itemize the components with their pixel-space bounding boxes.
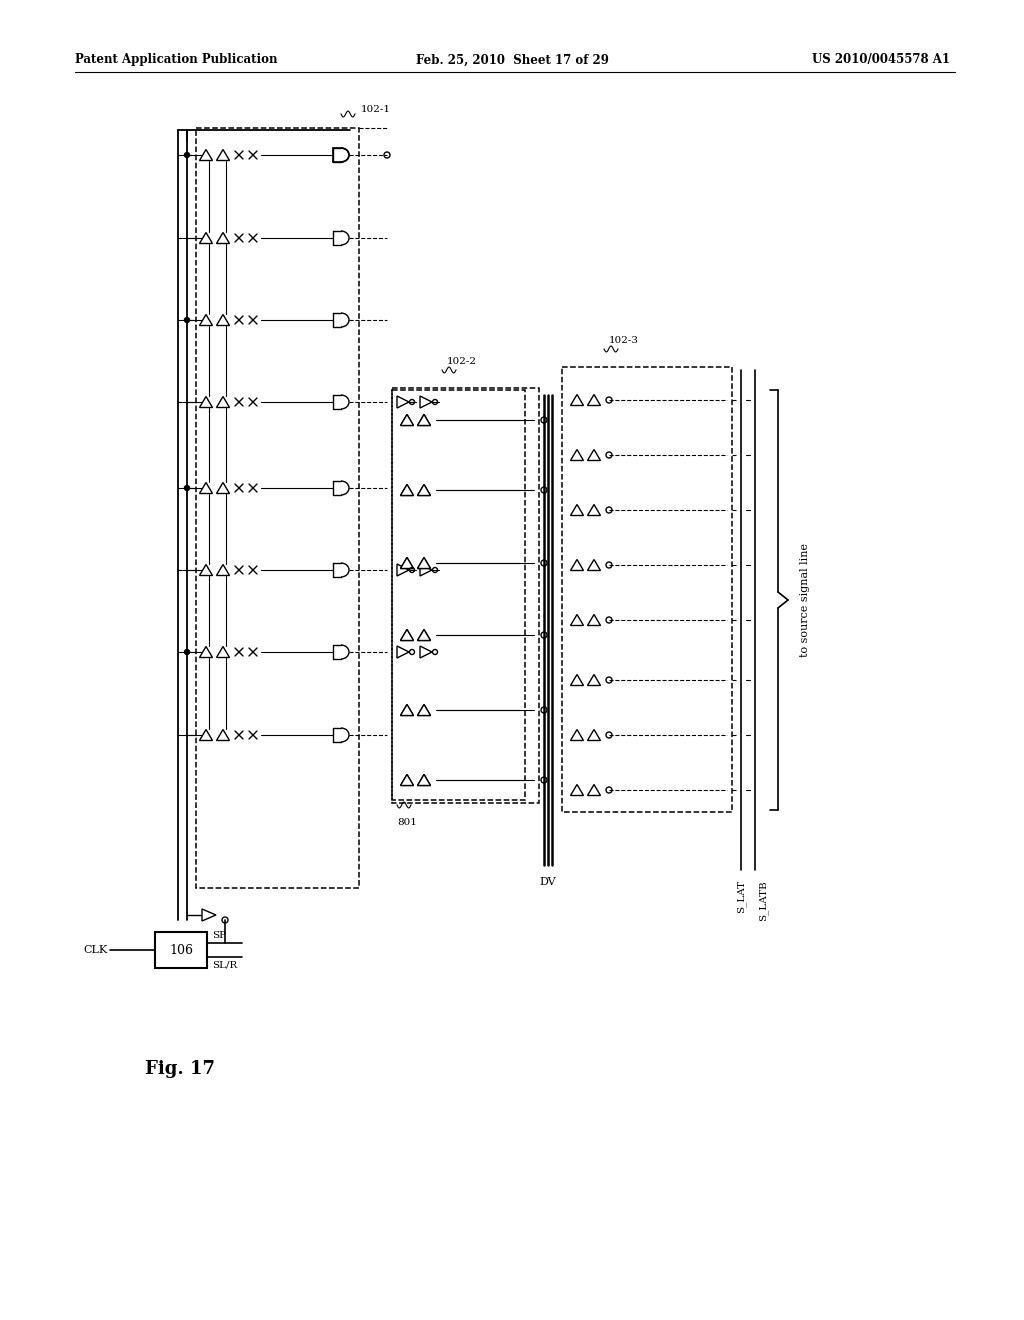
Polygon shape — [400, 775, 414, 785]
Polygon shape — [216, 730, 229, 741]
Polygon shape — [400, 414, 414, 425]
Polygon shape — [400, 630, 414, 640]
Polygon shape — [400, 705, 414, 715]
Polygon shape — [200, 483, 213, 494]
Circle shape — [184, 318, 189, 322]
Polygon shape — [588, 615, 600, 626]
Polygon shape — [200, 232, 213, 243]
Polygon shape — [202, 909, 216, 921]
Polygon shape — [216, 483, 229, 494]
Polygon shape — [200, 314, 213, 326]
Polygon shape — [397, 645, 409, 657]
Text: 102-3: 102-3 — [609, 337, 639, 345]
Circle shape — [184, 649, 189, 655]
Polygon shape — [400, 557, 414, 569]
Text: 102-2: 102-2 — [447, 356, 477, 366]
Bar — [196, 128, 359, 888]
Bar — [562, 367, 732, 812]
Text: US 2010/0045578 A1: US 2010/0045578 A1 — [812, 54, 950, 66]
Polygon shape — [588, 450, 600, 461]
Polygon shape — [418, 484, 430, 495]
Polygon shape — [400, 705, 414, 715]
Text: S_LAT: S_LAT — [736, 880, 745, 913]
Text: CLK: CLK — [84, 945, 108, 954]
Text: 106: 106 — [169, 944, 193, 957]
Polygon shape — [216, 232, 229, 243]
Text: to source signal line: to source signal line — [800, 543, 810, 657]
Circle shape — [184, 486, 189, 491]
Polygon shape — [588, 560, 600, 570]
Polygon shape — [200, 647, 213, 657]
Polygon shape — [570, 730, 584, 741]
Polygon shape — [397, 396, 409, 408]
Polygon shape — [570, 504, 584, 516]
Polygon shape — [200, 730, 213, 741]
Text: Feb. 25, 2010  Sheet 17 of 29: Feb. 25, 2010 Sheet 17 of 29 — [416, 54, 608, 66]
Text: DV: DV — [540, 876, 556, 887]
Polygon shape — [570, 615, 584, 626]
Polygon shape — [570, 784, 584, 796]
Circle shape — [184, 153, 189, 157]
Polygon shape — [200, 396, 213, 408]
Polygon shape — [418, 557, 430, 569]
Polygon shape — [570, 560, 584, 570]
Text: Patent Application Publication: Patent Application Publication — [75, 54, 278, 66]
Polygon shape — [418, 414, 430, 425]
Text: SL/R: SL/R — [212, 960, 238, 969]
Polygon shape — [418, 414, 430, 425]
Polygon shape — [400, 414, 414, 425]
Polygon shape — [588, 730, 600, 741]
Bar — [392, 389, 525, 800]
Polygon shape — [418, 775, 430, 785]
Polygon shape — [418, 630, 430, 640]
Polygon shape — [418, 775, 430, 785]
Polygon shape — [400, 557, 414, 569]
Polygon shape — [588, 784, 600, 796]
Polygon shape — [216, 149, 229, 161]
Polygon shape — [200, 565, 213, 576]
Text: 801: 801 — [397, 818, 417, 828]
Polygon shape — [570, 395, 584, 405]
Bar — [155, 932, 207, 968]
Bar — [392, 388, 539, 803]
Polygon shape — [570, 450, 584, 461]
Polygon shape — [588, 504, 600, 516]
Polygon shape — [570, 675, 584, 685]
Polygon shape — [216, 396, 229, 408]
Polygon shape — [588, 395, 600, 405]
Polygon shape — [420, 564, 432, 576]
Polygon shape — [418, 705, 430, 715]
Polygon shape — [418, 705, 430, 715]
Polygon shape — [400, 484, 414, 495]
Polygon shape — [418, 630, 430, 640]
Polygon shape — [400, 630, 414, 640]
Text: Fig. 17: Fig. 17 — [145, 1060, 215, 1078]
Polygon shape — [418, 484, 430, 495]
Polygon shape — [400, 484, 414, 495]
Polygon shape — [200, 149, 213, 161]
Text: 102-1: 102-1 — [361, 106, 391, 115]
Polygon shape — [400, 775, 414, 785]
Polygon shape — [420, 645, 432, 657]
Polygon shape — [397, 564, 409, 576]
Polygon shape — [216, 565, 229, 576]
Polygon shape — [420, 396, 432, 408]
Polygon shape — [588, 675, 600, 685]
Polygon shape — [216, 314, 229, 326]
Text: SP: SP — [212, 931, 226, 940]
Polygon shape — [216, 647, 229, 657]
Text: S_LATB: S_LATB — [758, 880, 768, 921]
Polygon shape — [418, 557, 430, 569]
